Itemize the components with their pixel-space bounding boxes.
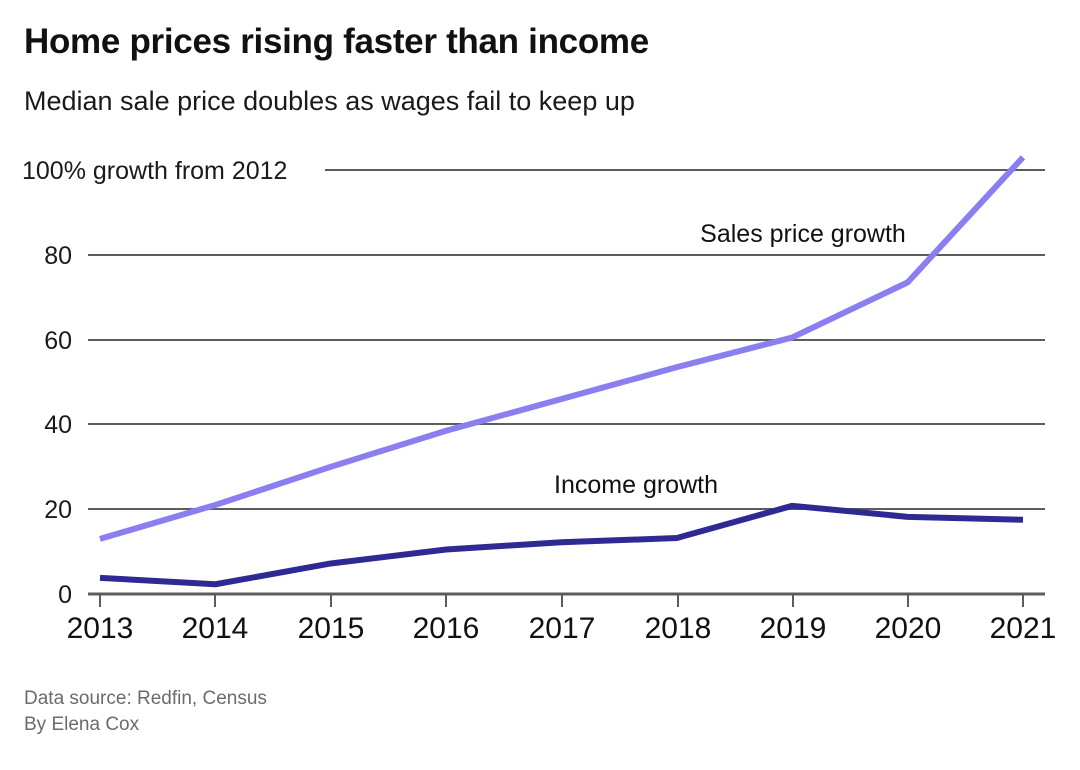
x-axis [88,592,1045,607]
gridlines [88,169,1045,510]
x-tick-2014: 2014 [182,612,249,645]
y-tick-80: 80 [44,242,72,270]
income-growth-line [99,502,1024,588]
series-label-income-growth: Income growth [554,471,718,499]
byline-text: By Elena Cox [24,714,140,735]
x-tick-2021: 2021 [990,612,1057,645]
x-tick-2020: 2020 [875,612,942,645]
chart-svg: 100% growth from 2012 80 60 40 20 0 [22,155,1057,645]
line-chart: 100% growth from 2012 80 60 40 20 0 [0,130,1080,660]
series-label-sales-price-growth: Sales price growth [700,220,906,248]
x-tick-2016: 2016 [413,612,480,645]
data-source-text: Data source: Redfin, Census [24,688,267,709]
y-tick-60: 60 [44,327,72,355]
x-tick-2017: 2017 [529,612,596,645]
x-tick-2018: 2018 [645,612,712,645]
y-tick-20: 20 [44,496,72,524]
series-sales-price-growth [99,155,1026,542]
page-title: Home prices rising faster than income [24,22,649,61]
chart-footer: Data source: Redfin, Census By Elena Cox [24,686,267,738]
x-axis-labels: 2013 2014 2015 2016 2017 2018 2019 2020 … [67,612,1057,645]
y-axis-top-label: 100% growth from 2012 [22,157,287,185]
y-tick-40: 40 [44,411,72,439]
x-tick-2019: 2019 [760,612,827,645]
series-annotations: Sales price growth Income growth [554,220,906,499]
x-tick-2013: 2013 [67,612,134,645]
y-axis-labels: 100% growth from 2012 80 60 40 20 0 [22,157,287,609]
x-tick-2015: 2015 [298,612,365,645]
page-subtitle: Median sale price doubles as wages fail … [24,86,635,116]
y-tick-0: 0 [58,581,72,609]
sales-price-growth-line [99,155,1026,542]
series-income-growth [99,502,1024,588]
